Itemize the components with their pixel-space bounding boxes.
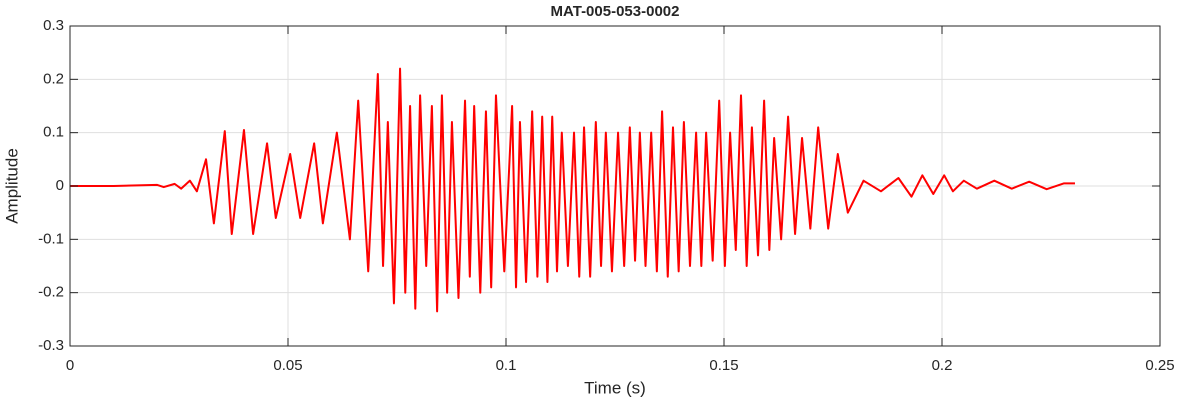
y-tick-label: -0.1 — [38, 230, 64, 247]
x-tick-label: 0.05 — [273, 357, 302, 374]
y-tick-label: 0.2 — [43, 70, 64, 87]
y-axis-label: Amplitude — [2, 148, 21, 224]
plot-layer — [70, 67, 1075, 313]
chart-title: MAT-005-053-0002 — [551, 3, 680, 20]
y-tick-label: 0 — [56, 177, 64, 194]
y-tick-label: 0.3 — [43, 17, 64, 34]
y-tick-label: 0.1 — [43, 124, 64, 141]
x-tick-label: 0.15 — [709, 357, 738, 374]
x-axis-label: Time (s) — [584, 378, 646, 397]
x-tick-label: 0 — [66, 357, 74, 374]
waveform-line — [70, 67, 1075, 313]
x-tick-label: 0.25 — [1145, 357, 1174, 374]
y-tick-label: -0.2 — [38, 284, 64, 301]
x-tick-label: 0.2 — [932, 357, 953, 374]
x-tick-label: 0.1 — [496, 357, 517, 374]
y-tick-label: -0.3 — [38, 337, 64, 354]
